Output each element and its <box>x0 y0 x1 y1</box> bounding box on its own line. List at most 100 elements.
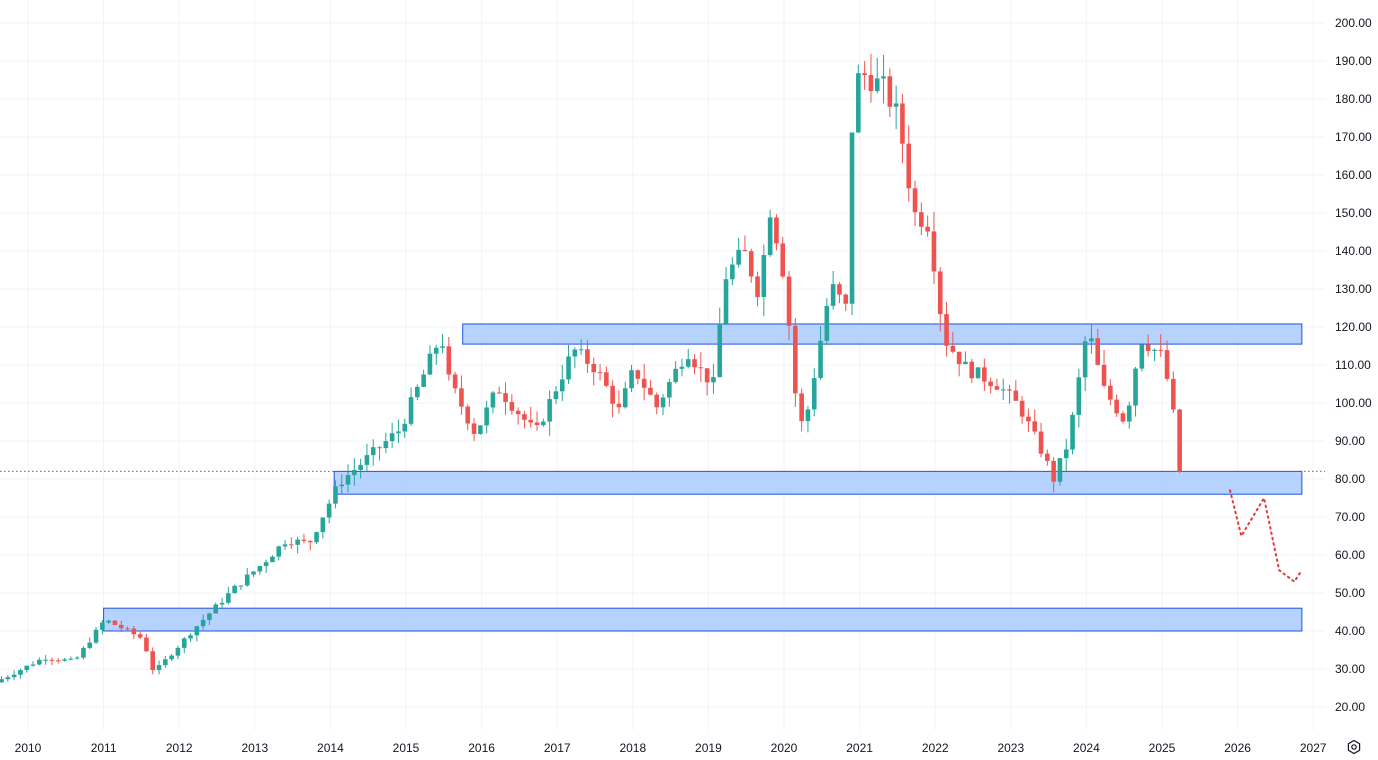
candle <box>761 244 767 317</box>
candle <box>698 352 704 383</box>
candle-body <box>698 367 704 369</box>
candle <box>679 358 685 377</box>
x-tick-label: 2021 <box>846 741 873 755</box>
candle-body <box>11 674 17 678</box>
candle <box>811 368 817 417</box>
candle-body <box>534 422 540 426</box>
candle-body <box>427 353 433 375</box>
candle <box>175 645 181 660</box>
candle <box>837 282 842 304</box>
candle-body <box>849 132 855 304</box>
candle-body <box>547 399 552 422</box>
candle <box>988 377 993 394</box>
candle <box>874 57 880 94</box>
candle <box>963 351 968 365</box>
candle-body <box>345 475 351 485</box>
projection-path <box>1229 489 1303 584</box>
candle <box>944 301 949 357</box>
settings-button[interactable] <box>1344 737 1364 757</box>
candle <box>1045 449 1050 466</box>
candle-body <box>333 486 338 504</box>
candle <box>440 333 445 353</box>
candle-body <box>471 423 477 434</box>
candle <box>975 367 981 379</box>
candle <box>244 567 250 587</box>
candle <box>881 54 886 104</box>
candle-body <box>578 349 584 351</box>
x-tick-label: 2020 <box>771 741 798 755</box>
candle-body <box>748 251 754 277</box>
candle-body <box>251 571 256 575</box>
candle-body <box>1070 414 1075 450</box>
candle-body <box>257 566 263 572</box>
candle <box>755 271 760 307</box>
candle-body <box>270 556 275 563</box>
candle-body <box>452 374 458 389</box>
candle-body <box>1000 389 1006 391</box>
candle <box>1164 340 1170 382</box>
candle-body <box>622 388 628 408</box>
candle <box>0 676 4 683</box>
x-tick-label: 2015 <box>393 741 420 755</box>
candle <box>1108 379 1113 406</box>
candle-body <box>799 393 804 422</box>
candle-body <box>377 447 382 449</box>
candle <box>629 364 634 393</box>
candle <box>685 348 691 369</box>
candle <box>219 597 225 610</box>
candle <box>1013 380 1019 402</box>
candle <box>358 458 363 479</box>
candle-body <box>295 539 300 545</box>
candle-body <box>1089 338 1094 342</box>
candle <box>830 270 836 310</box>
candle-body <box>931 231 937 272</box>
candle-body <box>446 346 452 375</box>
candle-body <box>1108 385 1113 400</box>
candle <box>37 657 42 666</box>
candle-body <box>81 647 86 658</box>
candle <box>188 633 193 642</box>
candle-body <box>137 634 143 638</box>
candle <box>333 480 338 509</box>
candle <box>452 371 458 394</box>
candle <box>635 369 641 385</box>
y-axis-price-scale: 20.00 30.00 40.00 50.00 60.00 70.00 80.00 90.00… <box>1335 16 1372 714</box>
candle-body <box>43 659 48 661</box>
candle-body <box>635 370 641 379</box>
x-tick-label: 2027 <box>1300 741 1327 755</box>
candle-body <box>408 397 414 424</box>
candle <box>427 345 433 376</box>
candle <box>396 419 401 443</box>
candle <box>956 351 962 377</box>
candle-body <box>156 665 162 671</box>
candle-body <box>37 659 42 665</box>
candle <box>207 612 212 626</box>
candle-body <box>1177 409 1182 472</box>
candle <box>213 602 219 614</box>
candle <box>415 384 420 401</box>
candle <box>925 215 930 237</box>
candle-body <box>818 340 823 379</box>
candle <box>1139 343 1145 372</box>
y-tick-label: 60.00 <box>1335 548 1365 562</box>
candle <box>169 654 174 662</box>
candle <box>1057 458 1063 486</box>
candle-body <box>150 651 156 671</box>
candle-body <box>1063 449 1069 459</box>
candle <box>641 363 647 401</box>
candle-body <box>956 351 962 365</box>
candle <box>402 418 408 438</box>
candle <box>238 585 244 590</box>
x-tick-label: 2026 <box>1224 741 1251 755</box>
candle <box>68 656 74 661</box>
candle <box>931 211 937 284</box>
candle-body <box>522 414 527 420</box>
candle <box>503 382 508 415</box>
y-tick-label: 200.00 <box>1335 16 1372 30</box>
candle <box>163 656 168 668</box>
candle-body <box>793 325 798 394</box>
candle-body <box>1007 389 1012 391</box>
candle <box>389 422 395 448</box>
candle <box>515 407 521 425</box>
